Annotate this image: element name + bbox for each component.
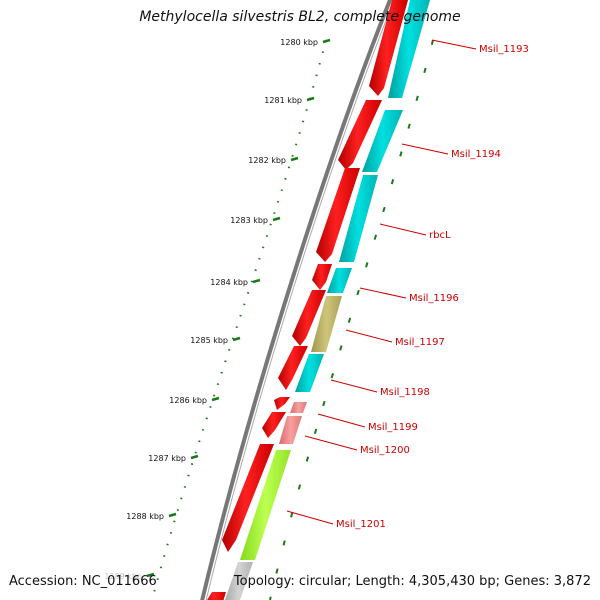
kbp-tick-label: 1282 kbp (248, 156, 286, 165)
kbp-tick-mark (252, 278, 261, 284)
gene-block-msil-1197-tan[interactable] (311, 296, 342, 352)
kbp-tick-label: 1281 kbp (264, 96, 302, 105)
kbp-tick-mark (322, 38, 331, 44)
gene-label[interactable]: Msil_1198 (380, 387, 430, 398)
genome-backbone (200, 0, 393, 600)
gene-label-leader (401, 143, 449, 155)
gene-label-leader (379, 223, 427, 236)
gene-label[interactable]: Msil_1193 (479, 44, 529, 55)
gene-block-msil-1198-cyan[interactable] (295, 354, 324, 392)
kbp-tick-label: 1280 kbp (280, 38, 318, 47)
ring-outer-ticks (269, 39, 434, 600)
gene-label[interactable]: Msil_1196 (409, 293, 459, 304)
gene-block-msil-1193-cyan[interactable] (388, 0, 430, 98)
scale-major-ticks: 1280 kbp 1281 kbp 1282 kbp 1283 kbp 1284 kbp… (104, 38, 331, 581)
gene-block-msil-1194-cyan[interactable] (362, 110, 403, 172)
gene-arrow-msil-1193[interactable] (369, 0, 408, 96)
genome-backbone-inner (205, 0, 395, 600)
gene-label[interactable]: Msil_1201 (336, 519, 386, 530)
kbp-tick-label: 1283 kbp (230, 216, 268, 225)
gene-label[interactable]: Msil_1199 (368, 422, 418, 433)
kbp-tick-mark (211, 396, 220, 402)
gene-arrow-msil-1201[interactable] (222, 444, 274, 552)
gene-arrow-rbcL[interactable] (316, 168, 360, 262)
kbp-tick-mark (146, 572, 155, 578)
gene-label-leader (330, 379, 378, 393)
gene-block-msil-1201-lime[interactable] (240, 450, 291, 560)
gene-block-rbcL-cyan[interactable] (339, 175, 378, 262)
kbp-tick-mark (272, 216, 281, 222)
kbp-tick-label: 1287 kbp (148, 454, 186, 463)
gene-label[interactable]: rbcL (429, 230, 451, 241)
gene-arrow-next[interactable] (204, 592, 226, 600)
gene-block-next-grey[interactable] (225, 562, 253, 600)
gene-block-msil-1199-pink[interactable] (290, 402, 307, 413)
kbp-tick-label: 1285 kbp (190, 336, 228, 345)
gene-arrow-msil-1196[interactable] (312, 264, 332, 290)
gene-arrow-msil-1198[interactable] (278, 346, 308, 390)
gene-label-leader (431, 39, 477, 50)
accession-text: Accession: NC_011666 (9, 574, 157, 589)
gene-labels: Msil_1193 Msil_1194 rbcL Msil_1196 Msil_1197… (286, 39, 529, 530)
scale-minor-ticks (151, 39, 327, 600)
genome-summary-text: Topology: circular; Length: 4,305,430 bp… (233, 574, 591, 589)
kbp-tick-mark (168, 512, 177, 518)
gene-label[interactable]: Msil_1194 (451, 149, 501, 160)
gene-label[interactable]: Msil_1200 (360, 445, 410, 456)
gene-block-msil-1196-cyan[interactable] (327, 268, 352, 293)
forward-strand (204, 0, 408, 600)
kbp-tick-label: 1284 kbp (210, 278, 248, 287)
gene-block-msil-1200-pink[interactable] (279, 416, 302, 444)
kbp-tick-mark (190, 454, 199, 460)
gene-arrow-msil-1199[interactable] (274, 397, 290, 410)
gene-arrow-msil-1194[interactable] (338, 100, 382, 170)
kbp-tick-mark (232, 336, 241, 342)
kbp-tick-label: 1286 kbp (169, 396, 207, 405)
kbp-tick-label: 1289 kbp (104, 572, 142, 581)
kbp-tick-mark (290, 156, 299, 162)
gene-label-leader (317, 413, 366, 428)
kbp-tick-label: 1288 kbp (126, 512, 164, 521)
gene-label-leader (359, 287, 407, 299)
gene-arrow-msil-1197[interactable] (292, 290, 326, 346)
map-title: Methylocella silvestris BL2, complete ge… (139, 9, 461, 25)
kbp-tick-mark (306, 96, 315, 102)
gene-label-leader (304, 435, 358, 451)
gene-label-leader (345, 329, 393, 343)
gene-arrow-msil-1200[interactable] (262, 412, 286, 438)
gene-label-leader (286, 510, 334, 525)
second-strand (225, 0, 430, 600)
gene-label[interactable]: Msil_1197 (395, 337, 445, 348)
